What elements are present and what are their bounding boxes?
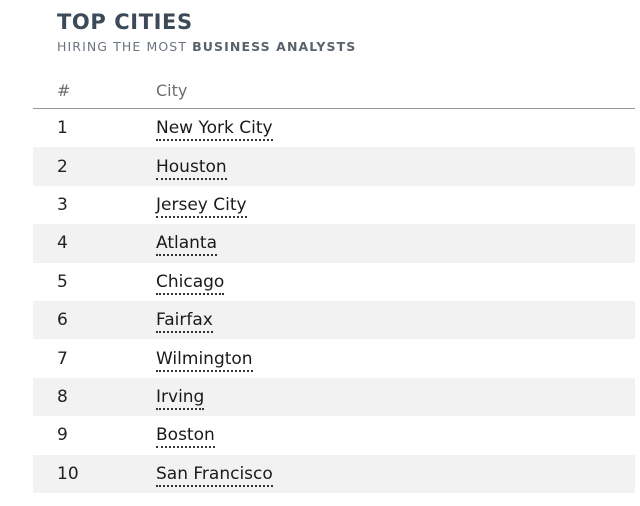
city-cell: Fairfax <box>156 310 635 334</box>
rank-cell: 10 <box>57 463 79 484</box>
top-cities-widget: TOP CITIES HIRING THE MOST BUSINESS ANAL… <box>33 0 635 493</box>
cities-table: # City 1 New York City 2 Houston 3 Jerse… <box>33 73 635 493</box>
table-row: 7 Wilmington <box>33 339 635 377</box>
table-row: 1 New York City <box>33 109 635 147</box>
table-row: 3 Jersey City <box>33 186 635 224</box>
widget-title: TOP CITIES <box>57 10 193 34</box>
subtitle-prefix: HIRING THE MOST <box>57 39 193 54</box>
city-cell: San Francisco <box>156 463 635 487</box>
table-row: 10 San Francisco <box>33 454 635 493</box>
rank-cell: 2 <box>57 156 68 177</box>
table-row: 6 Fairfax <box>33 300 635 340</box>
city-link[interactable]: San Francisco <box>156 463 273 487</box>
city-link[interactable]: Wilmington <box>156 348 253 372</box>
table-row: 2 Houston <box>33 147 635 186</box>
table-header: # City <box>33 73 635 109</box>
city-cell: New York City <box>156 118 635 142</box>
city-cell: Jersey City <box>156 194 635 218</box>
rank-cell: 6 <box>57 310 68 331</box>
city-cell: Houston <box>156 156 635 180</box>
city-cell: Wilmington <box>156 348 635 372</box>
subtitle-job-title: BUSINESS ANALYSTS <box>192 39 357 54</box>
city-link[interactable]: New York City <box>156 118 273 142</box>
city-cell: Chicago <box>156 271 635 295</box>
rank-cell: 1 <box>57 118 68 139</box>
city-column-header: City <box>156 81 188 100</box>
city-link[interactable]: Jersey City <box>156 194 247 218</box>
widget-subtitle: HIRING THE MOST BUSINESS ANALYSTS <box>57 39 635 55</box>
city-link[interactable]: Irving <box>156 386 205 410</box>
rank-cell: 9 <box>57 425 68 446</box>
rank-cell: 8 <box>57 386 68 407</box>
city-cell: Atlanta <box>156 233 635 257</box>
city-link[interactable]: Atlanta <box>156 233 217 257</box>
rank-cell: 4 <box>57 233 68 254</box>
city-cell: Boston <box>156 425 635 449</box>
rank-cell: 5 <box>57 271 68 292</box>
city-link[interactable]: Boston <box>156 425 215 449</box>
rank-column-header: # <box>57 81 71 100</box>
table-row: 4 Atlanta <box>33 224 635 263</box>
rank-cell: 7 <box>57 348 68 369</box>
table-row: 9 Boston <box>33 416 635 454</box>
city-cell: Irving <box>156 386 635 410</box>
city-link[interactable]: Fairfax <box>156 310 213 334</box>
table-row: 5 Chicago <box>33 263 635 301</box>
rank-cell: 3 <box>57 194 68 215</box>
table-row: 8 Irving <box>33 377 635 417</box>
city-link[interactable]: Chicago <box>156 271 225 295</box>
city-link[interactable]: Houston <box>156 156 227 180</box>
